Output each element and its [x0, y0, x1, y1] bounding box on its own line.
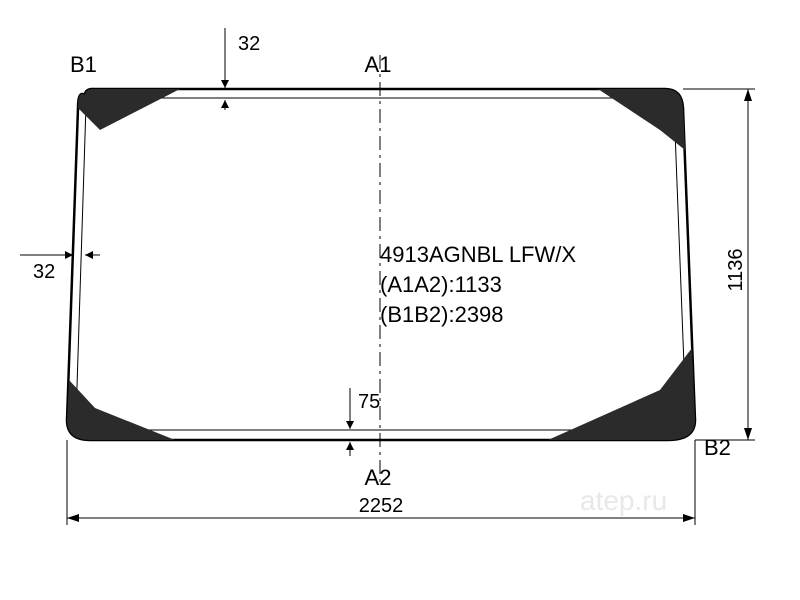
corner-mask-bottom-left [67, 380, 175, 440]
watermark-text: atep.ru [580, 485, 667, 516]
label-a2: A2 [365, 465, 392, 490]
dim-bottom-band: 75 [346, 388, 380, 456]
part-number: 4913AGNBL LFW/X [380, 242, 576, 267]
svg-text:1136: 1136 [725, 248, 747, 291]
svg-text:32: 32 [33, 261, 55, 283]
label-b2: B2 [704, 435, 731, 460]
corner-mask-top-left [78, 89, 180, 130]
label-b1: B1 [70, 52, 97, 77]
corner-mask-bottom-right [548, 348, 695, 440]
a1a2-dim: (A1A2):1133 [380, 272, 502, 297]
info-block: 4913AGNBL LFW/X (A1A2):1133 (B1B2):2398 [380, 242, 576, 327]
dim-left-band: 32 [20, 251, 100, 283]
svg-text:75: 75 [358, 391, 380, 413]
label-a1: A1 [365, 52, 392, 77]
b1b2-dim: (B1B2):2398 [380, 302, 504, 327]
svg-text:32: 32 [238, 33, 260, 55]
windshield-diagram: atep.ru B1 A1 A2 B2 32 32 [0, 0, 800, 600]
svg-text:2252: 2252 [359, 495, 404, 517]
